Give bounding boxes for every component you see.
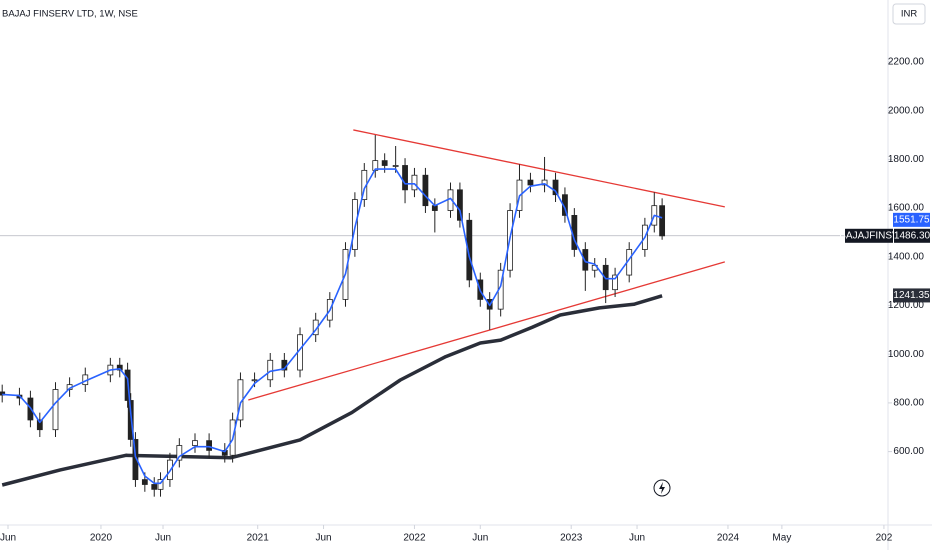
y-tick-label: 800.00: [893, 398, 924, 409]
candle-body: [132, 439, 139, 481]
y-tick-label: 2200.00: [888, 57, 925, 68]
candle-body: [267, 359, 274, 381]
candle-body: [402, 165, 408, 191]
event-icon-bolt: [659, 482, 665, 494]
candle-body: [527, 179, 534, 186]
x-tick-label: 202: [876, 533, 893, 544]
currency[interactable]: INR: [901, 9, 918, 20]
candle-body: [582, 249, 589, 271]
trendline: [353, 129, 725, 208]
y-tick-label: 600.00: [893, 446, 924, 457]
series-end-label: 1241.35: [893, 290, 930, 301]
x-tick-label: 2023: [560, 533, 583, 544]
x-tick-label: 2022: [403, 533, 426, 544]
candle-body: [36, 419, 43, 431]
y-tick-label: 1200.00: [888, 300, 925, 311]
candle-body: [206, 440, 213, 451]
candle-body: [251, 379, 258, 382]
candle-body: [151, 484, 158, 490]
candle-body: [552, 179, 559, 196]
x-tick-label: 2021: [247, 533, 270, 544]
y-tick-label: 2000.00: [888, 105, 925, 116]
x-tick-label: Jun: [472, 533, 488, 544]
candle-body: [157, 479, 164, 490]
y-tick-label: 1400.00: [888, 251, 925, 262]
candle-body: [422, 174, 429, 207]
symbol-label-box: [845, 228, 893, 243]
plot: [0, 129, 888, 497]
candle-body: [659, 205, 666, 237]
y-tick-label: 1600.00: [888, 203, 925, 214]
series-end-label-box: [893, 212, 930, 227]
candle-body: [612, 274, 618, 291]
y-tick-label: 1800.00: [888, 154, 925, 165]
x-tick-label: Jun: [629, 533, 645, 544]
candle-body: [52, 389, 59, 431]
y-tick-label: 1000.00: [888, 349, 925, 360]
candle-body: [176, 445, 183, 461]
candle-body: [411, 174, 418, 191]
x-tick-label: May: [772, 533, 791, 544]
moving-average: [2, 168, 663, 485]
candle-body: [381, 160, 388, 166]
moving-average: [1, 294, 663, 487]
series-end-label: 1551.75: [893, 214, 930, 225]
x-tick-label: Jun: [315, 533, 331, 544]
candle-body: [457, 189, 463, 221]
currency-box[interactable]: [892, 3, 926, 25]
last-price-label-box: [894, 228, 930, 243]
series-end-label-box: [893, 288, 930, 303]
chart-title: BAJAJ FINSERV LTD, 1W, NSE: [2, 9, 138, 20]
candle-body: [392, 165, 399, 167]
last-price-label: 1486.30: [894, 230, 931, 241]
x-tick-label: 2020: [90, 533, 113, 544]
x-tick-label: 2024: [717, 533, 740, 544]
candle-body: [192, 440, 198, 446]
candle-body: [466, 219, 473, 281]
candle-body: [541, 179, 548, 186]
symbol-label: BAJAJFINSV: [839, 230, 899, 241]
x-tick-label: Jun: [0, 533, 16, 544]
trendline: [248, 261, 726, 401]
candle-body: [141, 479, 148, 485]
x-tick-label: Jun: [155, 533, 171, 544]
